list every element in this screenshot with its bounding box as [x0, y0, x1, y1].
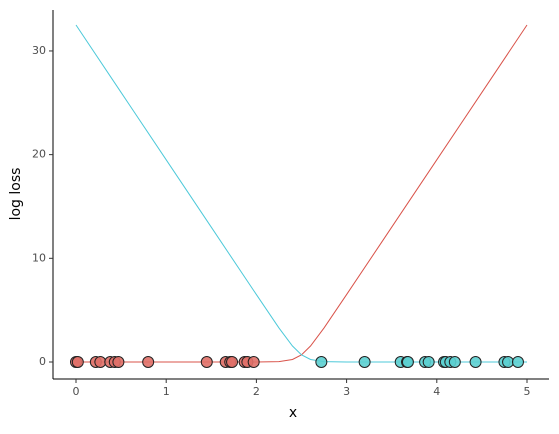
point — [401, 355, 414, 368]
x-tick-label: 5 — [523, 385, 530, 398]
point — [315, 355, 328, 368]
point — [200, 355, 213, 368]
point — [94, 355, 107, 368]
x-tick-label: 0 — [73, 385, 80, 398]
x-axis-title: x — [289, 405, 297, 421]
y-tick-label: 30 — [32, 44, 46, 57]
point — [112, 355, 125, 368]
y-tick-label: 10 — [32, 251, 46, 264]
point — [358, 355, 371, 368]
x-tick-label: 3 — [343, 385, 350, 398]
y-tick-label: 20 — [32, 148, 46, 161]
point — [142, 355, 155, 368]
point — [511, 355, 524, 368]
x-tick-label: 1 — [163, 385, 170, 398]
point — [469, 355, 482, 368]
y-axis-title: log loss — [8, 168, 24, 221]
point — [71, 355, 84, 368]
x-tick-label: 2 — [253, 385, 260, 398]
point — [422, 355, 435, 368]
y-tick-label: 0 — [39, 355, 46, 368]
point — [502, 355, 515, 368]
x-tick-label: 4 — [433, 385, 440, 398]
point — [226, 355, 239, 368]
point — [247, 355, 260, 368]
point — [448, 355, 461, 368]
